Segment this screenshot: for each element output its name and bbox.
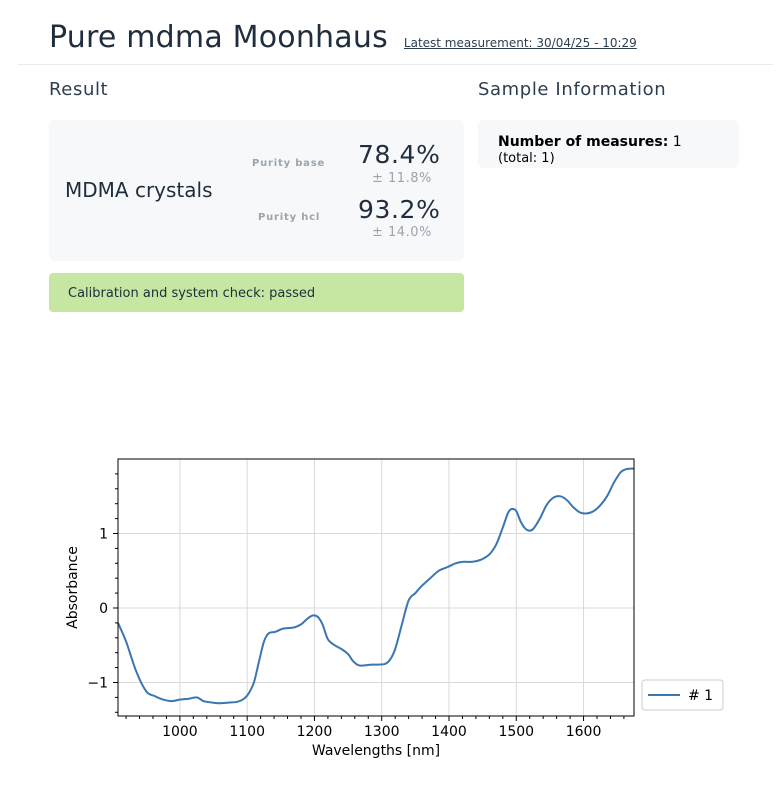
y-tick-label: 1	[99, 526, 108, 542]
result-section-title: Result	[49, 79, 109, 100]
x-tick-label: 1300	[364, 724, 400, 740]
x-tick-label: 1100	[229, 724, 265, 740]
legend-box	[641, 679, 724, 711]
chart-grid	[118, 459, 634, 716]
x-tick-label: 1400	[431, 724, 467, 740]
y-tick-label: −1	[87, 675, 108, 691]
page-header: Pure mdma Moonhaus Latest measurement: 3…	[49, 20, 637, 55]
y-axis-label: Absorbance	[65, 546, 81, 629]
calibration-status-banner: Calibration and system check: passed	[49, 273, 464, 312]
chart-legend: # 1	[641, 679, 724, 711]
measures-value: 1	[672, 134, 682, 150]
plot-frame	[117, 458, 635, 717]
measures-label: Number of measures:	[498, 134, 669, 150]
x-tick-label: 1600	[566, 724, 602, 740]
y-tick-label: 0	[99, 601, 108, 617]
calibration-status-text: Calibration and system check: passed	[68, 286, 316, 301]
sample-info-card: Number of measures: 1 (total: 1)	[478, 120, 739, 168]
header-divider	[18, 64, 773, 65]
product-name: MDMA crystals	[65, 178, 213, 202]
x-tick-label: 1500	[498, 724, 534, 740]
page-title: Pure mdma Moonhaus	[49, 20, 388, 55]
x-tick-label: 1200	[297, 724, 333, 740]
result-card: MDMA crystals Purity base 78.4% ± 11.8% …	[49, 120, 464, 261]
measures-total: (total: 1)	[498, 151, 555, 166]
x-axis-label: Wavelengths [nm]	[312, 743, 440, 759]
purity-base-value: 78.4%	[358, 140, 441, 169]
measures-count: Number of measures: 1	[498, 134, 682, 150]
legend-label: # 1	[688, 688, 713, 704]
purity-hcl-error: ± 14.0%	[372, 225, 432, 240]
series-line	[117, 467, 635, 705]
axis-ticks: 1000 1100 1200 1300 1400 1500 1600 −1 0 1	[87, 473, 625, 740]
purity-hcl-value: 93.2%	[358, 195, 441, 224]
latest-measurement-link[interactable]: Latest measurement: 30/04/25 - 10:29	[403, 36, 637, 50]
purity-hcl-label: Purity hcl	[258, 212, 321, 223]
sample-section-title: Sample Information	[478, 79, 667, 100]
purity-base-error: ± 11.8%	[372, 171, 432, 186]
purity-base-label: Purity base	[252, 158, 326, 169]
x-tick-label: 1000	[162, 724, 198, 740]
absorbance-chart: 1000 1100 1200 1300 1400 1500 1600 −1 0 1 Wavelen…	[65, 458, 724, 759]
